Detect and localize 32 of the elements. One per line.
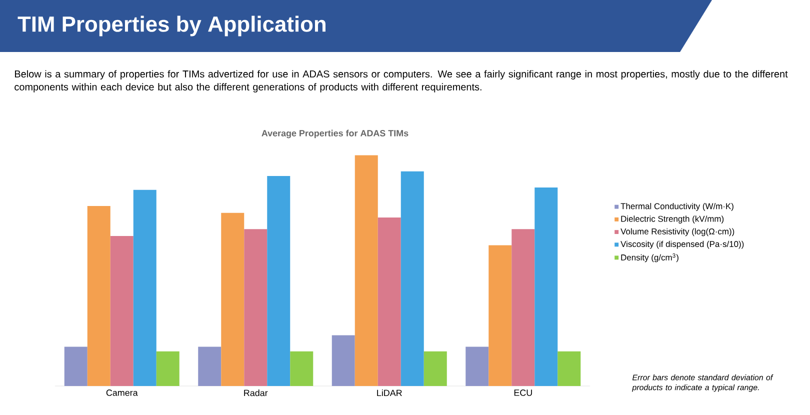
- bar: [354, 155, 378, 386]
- bar: [466, 346, 489, 386]
- bar: [400, 171, 424, 386]
- bar: [64, 346, 88, 386]
- text: Average Properties for ADAS TIMs: [262, 130, 408, 138]
- x-tick-label: LiDAR: [377, 390, 402, 396]
- bar: [244, 229, 268, 386]
- x-tick-label: ECU: [514, 390, 532, 396]
- bar: [267, 176, 290, 386]
- bar: [156, 351, 180, 386]
- x-tick-label: Radar: [244, 390, 268, 396]
- bar: [198, 346, 222, 386]
- bar: [488, 245, 512, 386]
- bar: [378, 218, 401, 386]
- bar: [332, 335, 355, 386]
- bar: [558, 351, 581, 386]
- legend-label: Dielectric Strength (kV/mm): [621, 216, 724, 224]
- bar: [87, 206, 110, 386]
- legend-label: Thermal Conductivity (W/m·K): [620, 202, 734, 211]
- chart-title: TIM Properties by Application: [18, 16, 326, 36]
- legend-label: Volume Resistivity (log(Ω·cm)): [620, 228, 734, 236]
- bar: [110, 236, 134, 386]
- bar: [290, 351, 314, 386]
- bar: [424, 351, 447, 386]
- bar: [534, 188, 558, 386]
- x-tick-label: Camera: [106, 390, 138, 396]
- bar: [221, 212, 244, 386]
- chart-subtitle: Below is a summary of properties for TIMs advertized for use in ADAS sensors or computers. We see a fairly significant range in most properties, mostly due to the different components within each device but also the different generations of products with different requirements.: [14, 70, 788, 92]
- legend-label: Viscosity (if dispensed (Pa·s/10)): [620, 240, 744, 249]
- bar: [512, 229, 535, 386]
- bar: [133, 190, 156, 386]
- legend-label: Density (g/cm$^{3}$): [621, 253, 678, 262]
